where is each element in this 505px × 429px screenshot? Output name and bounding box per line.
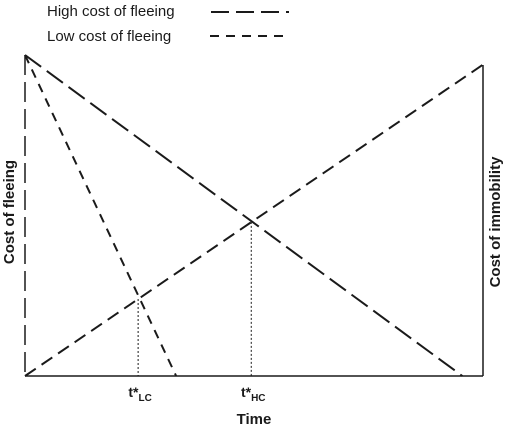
tick-label-t-hc: t*HC bbox=[241, 384, 266, 404]
series-line-immobility bbox=[24, 63, 484, 377]
legend: High cost of fleeing Low cost of fleeing bbox=[47, 3, 289, 45]
left-y-axis-title: Cost of fleeing bbox=[1, 160, 18, 264]
series-line-low-cost bbox=[24, 54, 178, 377]
tick-label-t-lc-sub: LC bbox=[139, 393, 152, 404]
right-y-axis-title: Cost of immobility bbox=[487, 156, 504, 287]
x-axis-title: Time bbox=[237, 411, 272, 428]
legend-label-high-cost: High cost of fleeing bbox=[47, 3, 175, 20]
legend-label-low-cost: Low cost of fleeing bbox=[47, 28, 171, 45]
tick-label-t-hc-sub: HC bbox=[251, 393, 265, 404]
tick-label-t-lc-main: t* bbox=[128, 384, 139, 400]
tick-label-t-hc-main: t* bbox=[241, 384, 252, 400]
series-layer bbox=[24, 54, 484, 377]
tick-label-t-lc: t*LC bbox=[128, 384, 151, 404]
series-line-high-cost bbox=[24, 54, 463, 377]
marker-layer bbox=[137, 221, 252, 376]
